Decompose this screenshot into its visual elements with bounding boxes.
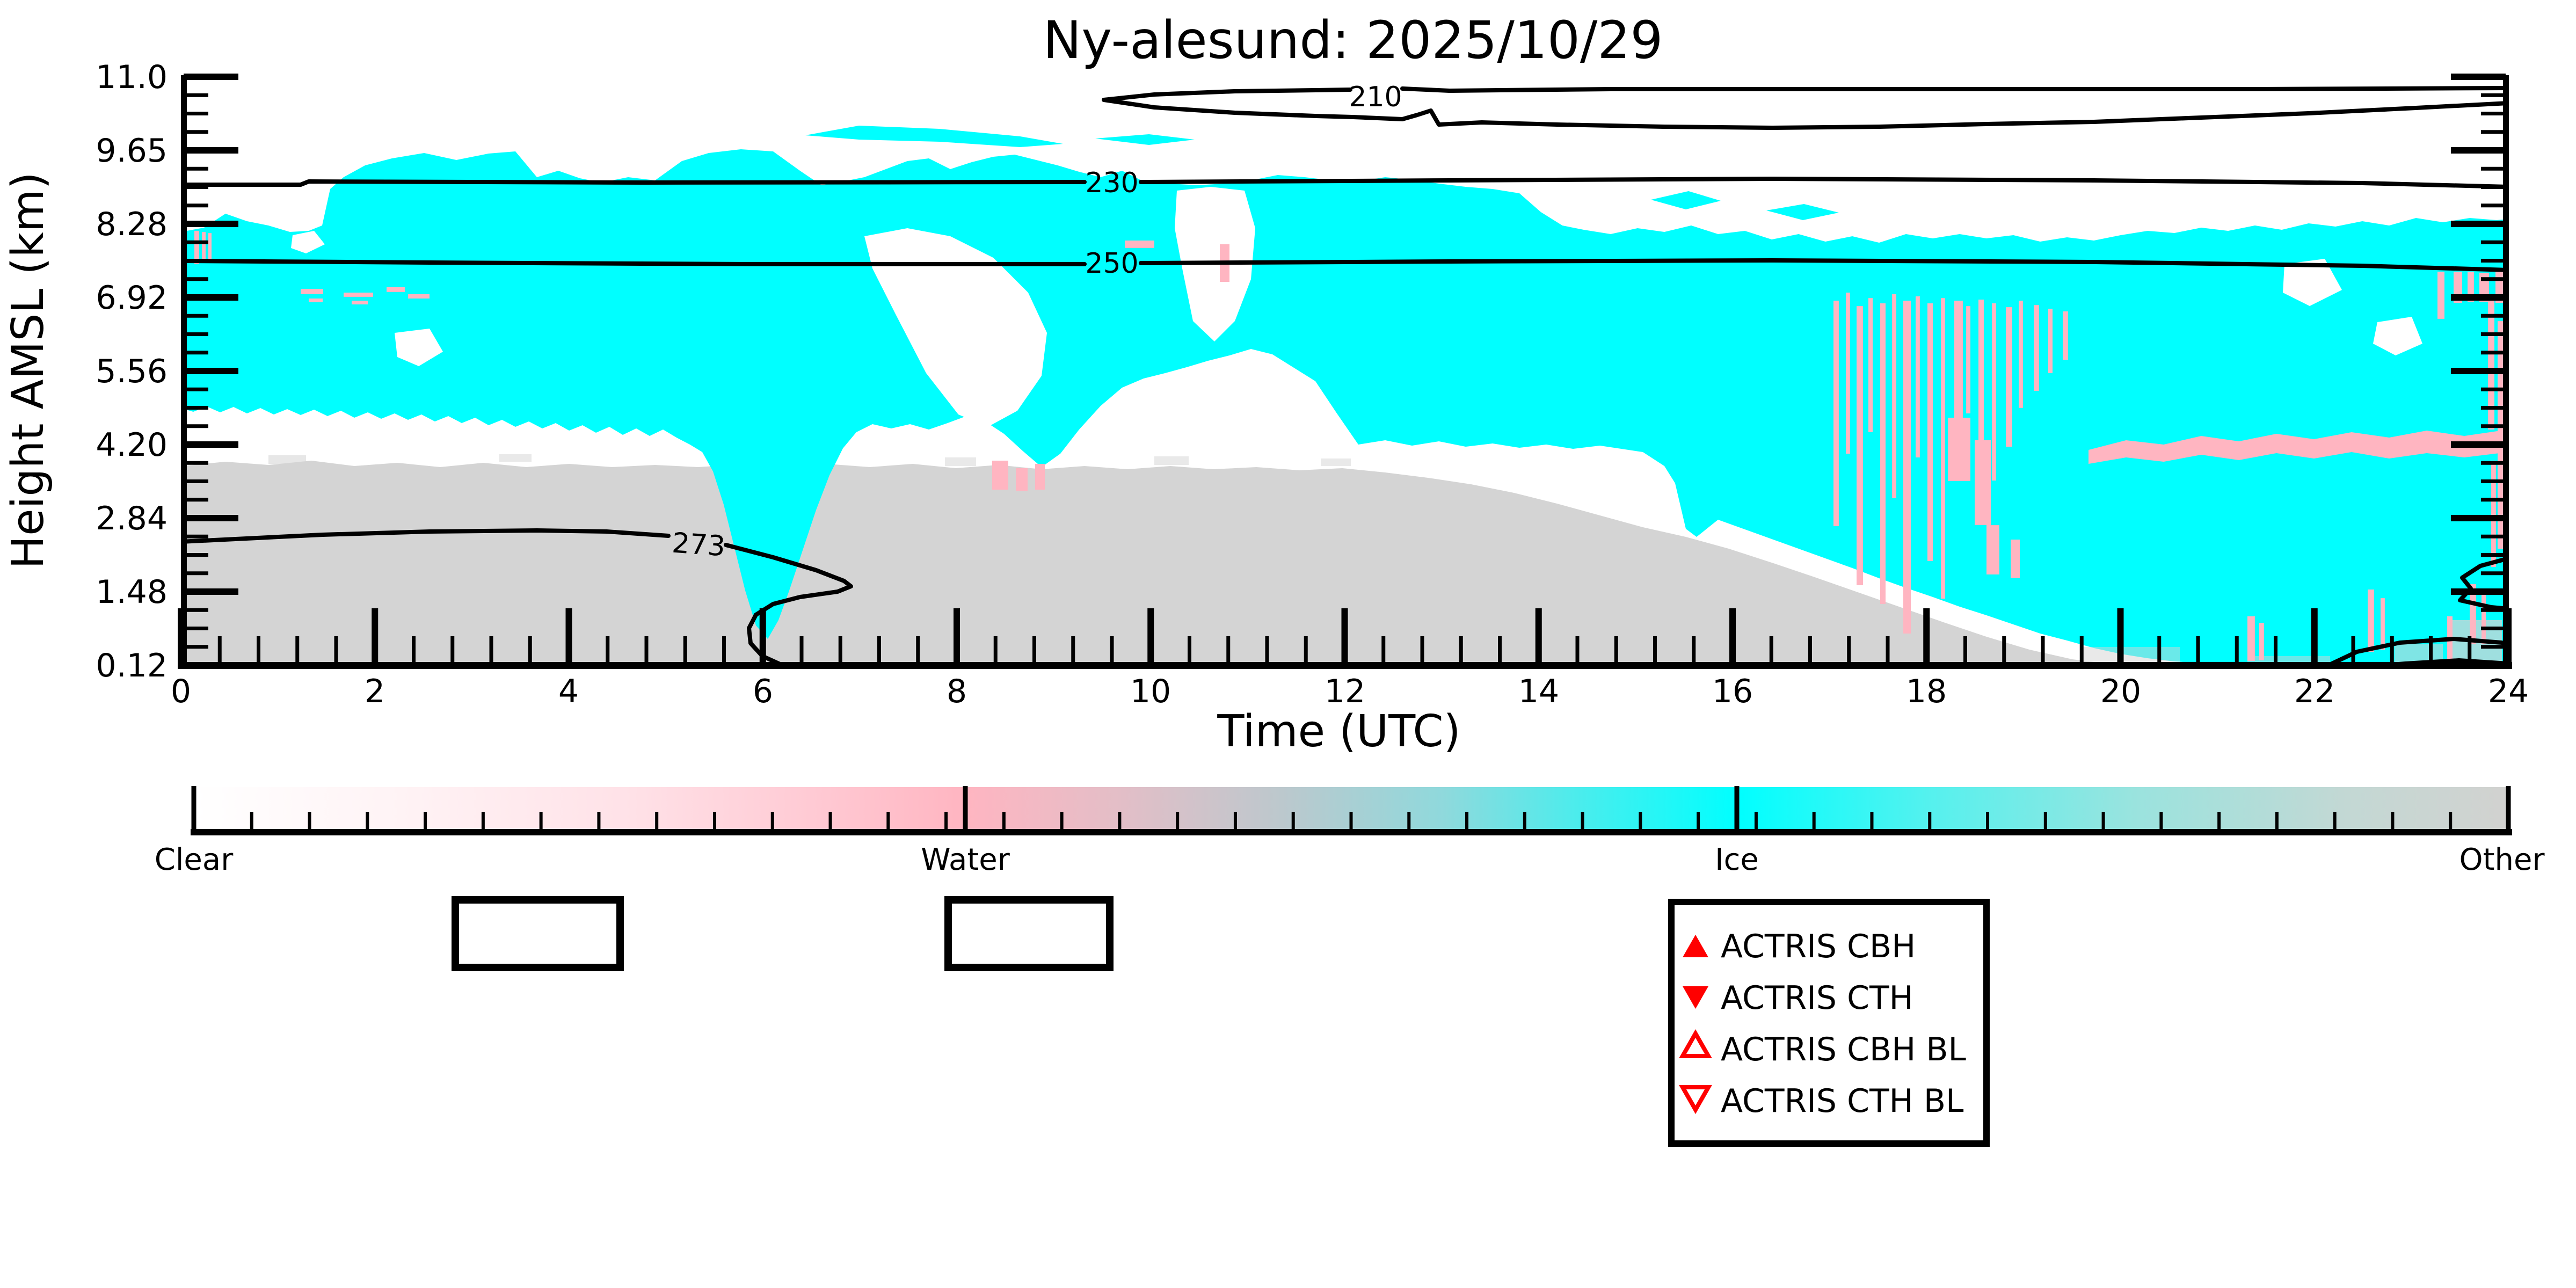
x-tick: 10: [1130, 673, 1171, 710]
other-category-region: [181, 454, 2244, 666]
triangle-up-open-icon: [1679, 1029, 1712, 1058]
x-tick: 16: [1712, 673, 1753, 710]
y-tick: 4.20: [96, 426, 168, 464]
legend-item-label: ACTRIS CTH: [1721, 979, 1913, 1017]
colorbar-label-water: Water: [921, 842, 1010, 877]
triangle-up-filled-icon: [1683, 935, 1708, 957]
x-axis-label: Time (UTC): [1217, 706, 1460, 757]
colorbar-label-clear: Clear: [155, 842, 234, 877]
x-tick: 2: [365, 673, 385, 710]
empty-legend-box-2: [944, 896, 1114, 971]
legend: ACTRIS CBH ACTRIS CTH ACTRIS CBH BL ACTR…: [1668, 899, 1990, 1147]
y-tick: 11.0: [96, 59, 168, 96]
x-tick: 18: [1906, 673, 1947, 710]
y-tick: 6.92: [96, 279, 168, 317]
bottom-spine: [178, 662, 2512, 669]
empty-legend-box-1: [452, 896, 624, 971]
triangle-down-open-icon: [1679, 1085, 1712, 1115]
contour-label-273: 273: [671, 527, 726, 563]
colorbar-axis-line: [191, 829, 2512, 835]
x-tick-labels: 0 2 4 6 8 10 12 14 16 18 20 22 24: [171, 673, 2529, 710]
x-tick: 8: [947, 673, 967, 710]
plot-area: [181, 75, 2508, 666]
y-tick: 8.28: [96, 206, 168, 243]
colorbar: Clear Water Ice Other: [155, 786, 2545, 877]
x-tick: 20: [2100, 673, 2141, 710]
contour-label-210: 210: [1349, 81, 1402, 113]
y-tick: 2.84: [96, 500, 168, 537]
colorbar-ticks: [191, 786, 2511, 829]
triangle-down-filled-icon: [1683, 986, 1708, 1009]
x-tick: 6: [753, 673, 773, 710]
x-tick: 0: [171, 673, 191, 710]
x-tick: 12: [1325, 673, 1365, 710]
chart-title: Ny-alesund: 2025/10/29: [1043, 10, 1663, 70]
x-tick: 4: [558, 673, 579, 710]
legend-item-label: ACTRIS CBH: [1721, 928, 1916, 965]
x-tick: 24: [2488, 673, 2529, 710]
legend-box: [1668, 899, 1990, 1147]
y-tick: 5.56: [96, 353, 168, 390]
legend-item-label: ACTRIS CBH BL: [1721, 1031, 1966, 1068]
y-tick: 0.12: [96, 647, 168, 685]
right-spine: [2503, 75, 2509, 668]
x-tick: 22: [2294, 673, 2335, 710]
water-category-region: [194, 231, 2508, 661]
colorbar-label-ice: Ice: [1715, 842, 1759, 877]
y-axis-label: Height AMSL (km): [3, 172, 54, 569]
x-tick: 14: [1518, 673, 1559, 710]
ice-category-region: [181, 126, 2508, 665]
legend-item-label: ACTRIS CTH BL: [1721, 1082, 1964, 1120]
y-tick-labels: 11.0 9.65 8.28 6.92 5.56 4.20 2.84 1.48 …: [96, 59, 168, 685]
colorbar-label-other: Other: [2459, 842, 2545, 877]
contour-label-250: 250: [1085, 248, 1138, 280]
y-tick: 9.65: [96, 132, 168, 170]
contour-label-230: 230: [1085, 167, 1138, 199]
axis-ticks: [178, 74, 2512, 668]
y-tick: 1.48: [96, 573, 168, 611]
